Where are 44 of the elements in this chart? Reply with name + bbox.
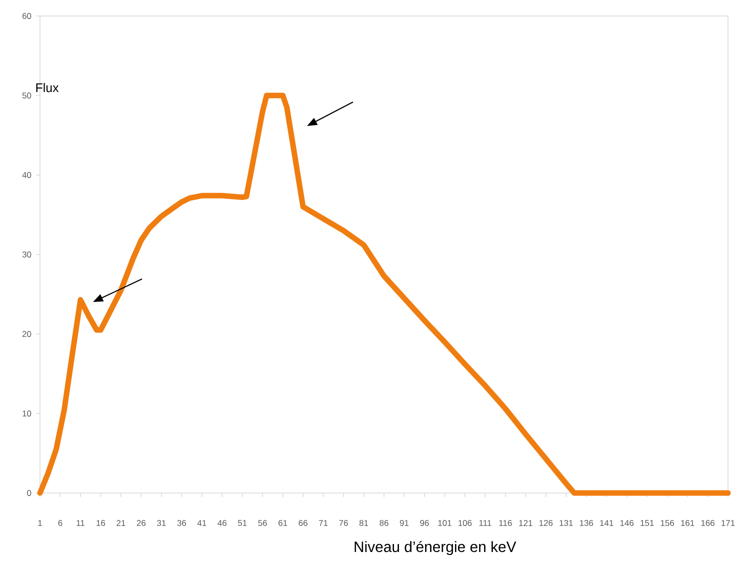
y-tick-label: 0: [27, 490, 32, 496]
x-tick-label: 6: [58, 520, 62, 526]
x-tick-label: 16: [96, 520, 106, 526]
x-tick-label: 171: [722, 520, 735, 526]
x-tick-label: 156: [660, 520, 674, 526]
x-tick-label: 1: [38, 520, 42, 526]
x-tick-label: 11: [76, 520, 84, 526]
y-tick-label: 30: [22, 252, 32, 258]
x-tick-label: 131: [560, 520, 573, 526]
x-tick-label: 141: [600, 520, 614, 526]
x-tick-label: 116: [499, 520, 512, 526]
x-tick-label: 61: [278, 520, 288, 526]
x-tick-label: 46: [218, 520, 226, 526]
x-tick-label: 166: [701, 520, 714, 526]
x-tick-label: 111: [479, 520, 492, 526]
x-tick-label: 51: [238, 520, 247, 526]
x-tick-label: 151: [640, 520, 654, 526]
y-tick-label: 20: [22, 331, 32, 337]
y-tick-label: 10: [22, 410, 32, 416]
x-tick-label: 81: [359, 520, 368, 526]
x-tick-label: 31: [157, 520, 166, 526]
x-tick-label: 91: [400, 520, 409, 526]
x-tick-label: 136: [580, 520, 594, 526]
x-tick-label: 146: [620, 520, 634, 526]
x-tick-label: 26: [136, 520, 146, 526]
y-tick-label: 60: [22, 13, 32, 19]
x-tick-label: 161: [681, 520, 694, 526]
x-tick-label: 66: [298, 520, 308, 526]
x-tick-label: 41: [197, 520, 206, 526]
x-tick-label: 126: [539, 520, 553, 526]
x-axis-title: Niveau d’énergie en keV: [354, 540, 516, 556]
x-tick-label: 21: [116, 520, 126, 526]
x-tick-label: 86: [380, 520, 388, 526]
x-tick-label: 76: [339, 520, 348, 526]
x-tick-label: 56: [258, 520, 267, 526]
y-axis-title: Flux: [36, 82, 59, 92]
y-tick-label: 50: [22, 92, 32, 98]
x-tick-label: 106: [458, 520, 472, 526]
x-tick-label: 96: [420, 520, 429, 526]
x-tick-label: 36: [177, 520, 186, 526]
y-tick-label: 40: [22, 172, 32, 178]
x-tick-label: 101: [438, 520, 452, 526]
x-tick-label: 71: [319, 520, 328, 526]
x-tick-label: 121: [519, 520, 532, 526]
